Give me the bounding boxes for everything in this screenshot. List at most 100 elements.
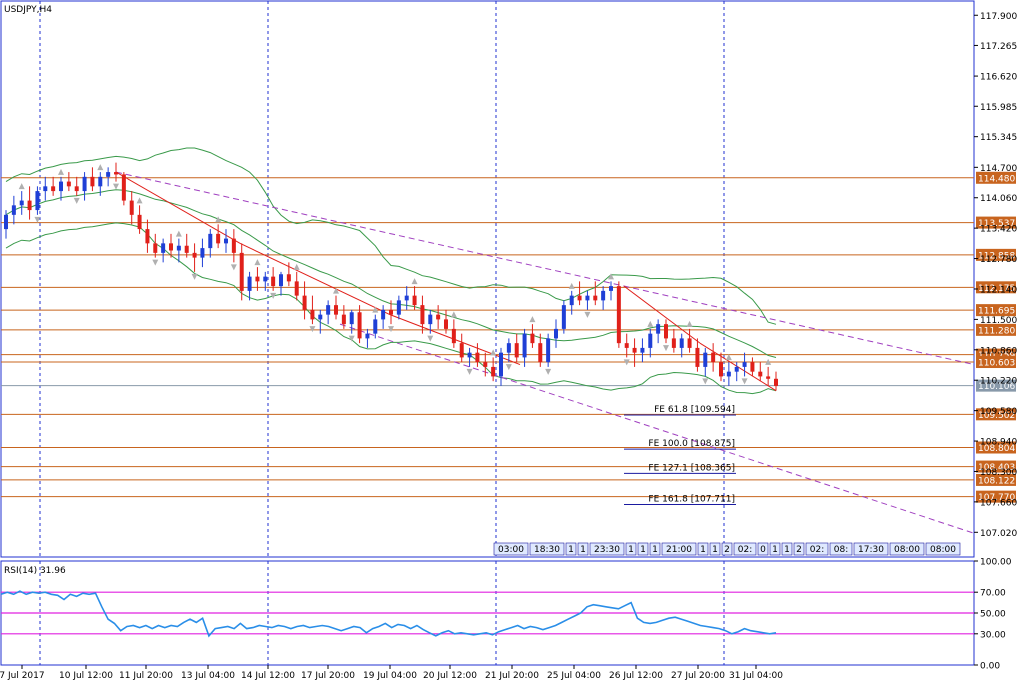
price-level-label: 112.175: [978, 284, 1015, 294]
fractal-up-marker: [608, 273, 614, 280]
candle-body: [247, 276, 252, 291]
candle-body: [51, 186, 56, 192]
candle-body: [467, 352, 472, 358]
fractal-down-marker: [309, 326, 316, 333]
candle-body: [601, 290, 606, 301]
price-level-label: 111.695: [978, 307, 1015, 317]
candle-body: [27, 200, 32, 211]
price-level-tag: [976, 171, 1016, 184]
price-level-label: 114.480: [978, 174, 1015, 184]
price-panel-frame: [0, 0, 975, 558]
y-tick-label: 115.985: [980, 103, 1017, 113]
candle-body: [334, 305, 338, 315]
candle-body: [396, 300, 401, 315]
candle-body: [695, 347, 700, 367]
candle-body: [546, 338, 551, 363]
price-level-tag: [976, 408, 1016, 421]
time-label-text: 1: [628, 545, 634, 555]
time-label-box: [577, 542, 589, 556]
candle-body: [74, 186, 79, 192]
fractal-down-marker: [702, 378, 709, 385]
price-level-label: 110.106: [978, 382, 1015, 392]
candle-body: [11, 205, 16, 215]
candle-body: [4, 214, 8, 230]
x-tick-label: 17 Jul 20:00: [301, 671, 355, 681]
y-tick-label: 110.220: [980, 377, 1017, 387]
candle-body: [436, 314, 441, 320]
time-label-text: 08:: [834, 545, 848, 555]
candle-body: [538, 343, 543, 363]
price-level-label: 108.122: [978, 476, 1015, 486]
y-tick-label: 112.780: [980, 255, 1017, 265]
candle-body: [341, 314, 346, 325]
time-label-text: 17:30: [858, 545, 884, 555]
x-tick-label: 19 Jul 04:00: [363, 671, 417, 681]
fractal-down-marker: [741, 378, 748, 385]
x-tick-label: 20 Jul 12:00: [423, 671, 477, 681]
fibo-label: FE 127.1 [108.365]: [648, 463, 735, 473]
candle-body: [255, 276, 260, 282]
fractal-down-marker: [663, 345, 669, 352]
candle-body: [106, 172, 111, 177]
fractal-down-marker: [427, 335, 434, 342]
price-level-label: 110.603: [978, 359, 1015, 369]
y-tick-label: 107.660: [980, 498, 1017, 508]
candle-body: [169, 243, 173, 251]
price-level-tag: [976, 304, 1016, 317]
candle-body: [82, 176, 87, 192]
candle-body: [231, 238, 236, 253]
candle-body: [310, 309, 315, 320]
fractal-up-marker: [529, 316, 536, 323]
y-tick-label: 108.940: [980, 438, 1017, 448]
time-label-text: 0: [760, 545, 766, 555]
time-label-box: [697, 542, 709, 556]
fractal-up-marker: [333, 287, 339, 294]
price-level-tag: [976, 281, 1016, 294]
candle-body: [522, 333, 527, 358]
candle-body: [444, 319, 448, 329]
time-label-text: 1: [640, 545, 646, 555]
y-tick-label: 111.500: [980, 316, 1017, 326]
candle-body: [224, 238, 228, 244]
candle-body: [711, 352, 716, 363]
time-label-text: 2: [724, 545, 730, 555]
candle-body: [35, 191, 40, 211]
band-middle: [5, 189, 777, 358]
fractal-up-marker: [18, 183, 25, 190]
candle-body: [506, 343, 511, 353]
fractal-up-marker: [293, 263, 300, 270]
fractal-down-marker: [623, 359, 630, 366]
y-tick-label: 117.900: [980, 12, 1017, 22]
candle-body: [648, 333, 653, 348]
candle-body: [530, 333, 535, 344]
price-level-tag: [976, 473, 1016, 486]
fractal-down-marker: [270, 292, 277, 299]
fractal-up-marker: [490, 349, 497, 356]
candle-body: [404, 295, 409, 301]
candle-body: [263, 276, 268, 282]
price-level-tag: [976, 441, 1016, 454]
fractal-up-marker: [58, 168, 64, 175]
fractal-down-marker: [388, 326, 394, 333]
candle-body: [514, 343, 519, 358]
trend-line: [623, 285, 701, 344]
price-level-tag: [976, 248, 1016, 261]
trend-line: [239, 242, 391, 316]
x-tick-label: 21 Jul 20:00: [485, 671, 539, 681]
candle-body: [302, 295, 307, 310]
x-tick-label: 13 Jul 04:00: [181, 671, 235, 681]
time-label-box: [793, 542, 805, 556]
y-tick-label: 112.140: [980, 285, 1017, 295]
price-level-label: 108.403: [978, 463, 1015, 473]
candle-body: [734, 366, 739, 372]
time-label-text: 1: [568, 545, 574, 555]
candle-body: [326, 305, 331, 315]
candle-body: [593, 295, 598, 301]
time-label-box: [529, 542, 565, 556]
candle-body: [19, 200, 24, 206]
price-level-tag: [976, 460, 1016, 473]
candle-body: [373, 319, 378, 334]
time-label-box: [889, 542, 925, 556]
fractal-down-marker: [191, 273, 198, 280]
